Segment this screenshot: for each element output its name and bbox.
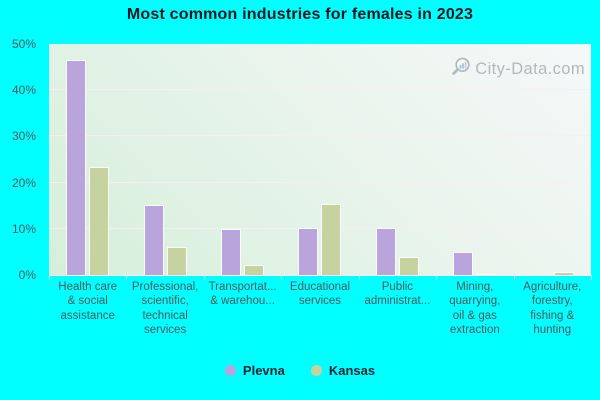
axis-tick (203, 275, 205, 280)
y-tick-label: 30% (11, 129, 36, 144)
plot-area: City-Data.com (49, 44, 591, 276)
x-category-label: Mining, quarrying, oil & gas extraction (449, 281, 501, 337)
bar-slot (375, 227, 396, 275)
bar-slot (298, 228, 319, 275)
y-tick-label: 0% (18, 268, 36, 282)
bar-kansas (244, 265, 265, 275)
gridline (49, 227, 591, 229)
gridline (49, 181, 591, 183)
bar-kansas (553, 271, 574, 275)
x-category-label: Professional, scientific, technical serv… (131, 281, 199, 337)
y-tick-label: 20% (11, 175, 36, 190)
legend-item: Kansas (310, 363, 376, 378)
bar-group (204, 44, 281, 275)
bar-plevna (221, 228, 242, 275)
chart-title: Most common industries for females in 20… (126, 6, 474, 23)
legend-label: Plevna (242, 363, 285, 378)
bar-slot (66, 59, 87, 275)
axis-tick (358, 275, 360, 280)
x-axis-labels: Health care & social assistance Professio… (49, 280, 591, 338)
gridline (49, 135, 591, 137)
axis-tick (281, 275, 283, 280)
bar-slot (89, 166, 110, 275)
legend-item: Plevna (224, 363, 285, 378)
axis-tick (126, 275, 128, 280)
bar-plevna (298, 228, 319, 275)
bar-slot (221, 228, 242, 275)
bar-slot (553, 271, 574, 275)
x-axis-ticks (49, 275, 592, 280)
bar-plevna (66, 59, 87, 275)
x-category-label: Public administrat... (364, 281, 431, 308)
watermark: City-Data.com (450, 56, 585, 83)
x-category-label: Transportat... & warehou... (208, 281, 277, 308)
gridline (49, 89, 591, 91)
bar-slot (166, 247, 187, 275)
axis-tick (513, 275, 515, 280)
legend-dot-icon (310, 365, 322, 376)
bar-group (436, 44, 513, 275)
city-data-magnifier-icon (450, 56, 472, 83)
x-category-label: Agriculture, forestry, fishing & hunting (523, 281, 582, 337)
bar-kansas (89, 166, 110, 275)
bar-kansas (398, 256, 419, 275)
axis-tick (49, 275, 50, 280)
bar-kansas (321, 204, 342, 275)
bar-group (359, 44, 436, 275)
bar-plevna (375, 227, 396, 275)
bar-plevna (143, 204, 164, 275)
bar-slot (321, 204, 342, 275)
bar-slot (398, 256, 419, 275)
bar-kansas (166, 247, 187, 275)
y-tick-label: 10% (11, 221, 36, 236)
x-category-label: Educational services (289, 281, 351, 308)
y-tick-label: 50% (11, 37, 36, 51)
bar-group (126, 44, 203, 275)
bar-slot (476, 273, 497, 275)
bar-group (281, 44, 358, 275)
bar-groups (49, 44, 591, 275)
bar-group (514, 44, 591, 275)
bar-kansas (476, 273, 497, 275)
x-category-label: Health care & social assistance (58, 281, 118, 322)
bar-plevna (453, 252, 474, 275)
legend: Plevna Kansas (0, 363, 600, 378)
axis-tick (591, 275, 592, 280)
legend-dot-icon (224, 365, 236, 376)
bar-slot (143, 204, 164, 275)
bar-slot (453, 252, 474, 275)
bar-group (49, 44, 126, 275)
watermark-text: City-Data.com (475, 60, 585, 78)
legend-label: Kansas (328, 363, 376, 378)
bar-slot (244, 265, 265, 275)
axis-tick (436, 275, 438, 280)
y-tick-label: 40% (11, 83, 36, 98)
